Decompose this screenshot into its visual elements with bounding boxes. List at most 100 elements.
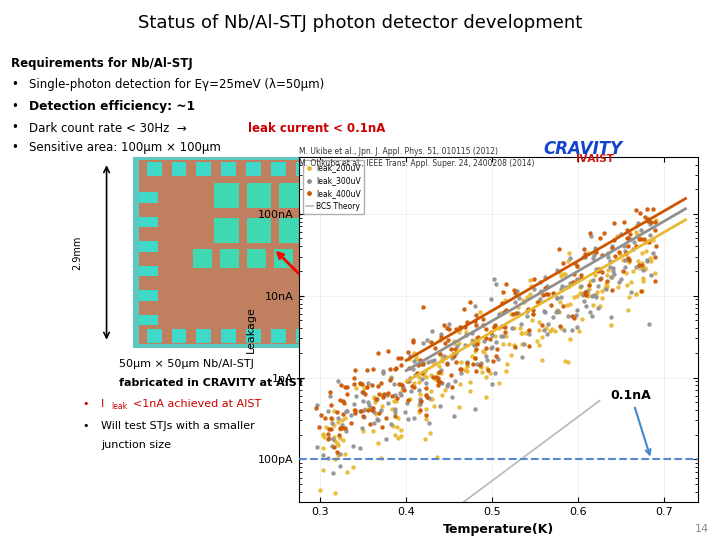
Point bbox=[342, 468, 354, 476]
Point bbox=[387, 392, 398, 400]
Point bbox=[490, 338, 502, 346]
Point bbox=[631, 289, 642, 298]
Point bbox=[428, 356, 439, 364]
Point bbox=[606, 244, 618, 253]
Point bbox=[374, 408, 385, 417]
Point bbox=[649, 218, 661, 226]
Point bbox=[447, 350, 459, 359]
Point bbox=[453, 339, 464, 348]
Point bbox=[364, 404, 376, 413]
Bar bbox=[221, 163, 236, 176]
Point bbox=[332, 414, 343, 423]
Point bbox=[413, 386, 424, 394]
Bar bbox=[246, 163, 261, 176]
Point bbox=[326, 419, 338, 428]
Point bbox=[651, 241, 662, 250]
Point bbox=[475, 359, 487, 367]
Point bbox=[610, 252, 621, 261]
Point bbox=[482, 366, 494, 375]
Point bbox=[590, 247, 601, 256]
Point bbox=[420, 405, 431, 414]
Point bbox=[553, 245, 564, 253]
Point bbox=[574, 282, 585, 291]
Point bbox=[459, 323, 470, 332]
Point bbox=[533, 318, 544, 327]
Point bbox=[451, 341, 463, 350]
Point bbox=[391, 423, 402, 431]
Point bbox=[649, 277, 661, 286]
Point bbox=[441, 352, 452, 361]
Text: fabricated in CRAVITY at AIST: fabricated in CRAVITY at AIST bbox=[119, 378, 305, 388]
Point bbox=[525, 282, 536, 291]
Point bbox=[480, 324, 491, 333]
Point bbox=[589, 291, 600, 299]
Point bbox=[372, 416, 383, 424]
Point bbox=[448, 336, 459, 345]
Point bbox=[515, 329, 526, 338]
Point bbox=[323, 424, 334, 433]
Point bbox=[332, 441, 343, 449]
Point bbox=[480, 343, 492, 352]
Point bbox=[368, 407, 379, 416]
Bar bbox=[370, 163, 385, 176]
Point bbox=[500, 296, 511, 305]
Point bbox=[589, 251, 600, 259]
Point bbox=[338, 410, 349, 418]
Point bbox=[586, 292, 598, 301]
Point bbox=[366, 380, 378, 389]
Point bbox=[357, 387, 369, 396]
Point bbox=[489, 321, 500, 330]
Point bbox=[606, 272, 617, 281]
Point bbox=[405, 387, 417, 395]
Point bbox=[414, 390, 426, 399]
Point bbox=[348, 406, 360, 414]
Point bbox=[634, 231, 645, 239]
Point bbox=[361, 366, 373, 375]
Point bbox=[387, 421, 399, 430]
Point bbox=[564, 278, 575, 287]
Point bbox=[446, 354, 458, 363]
Text: •: • bbox=[11, 122, 18, 134]
Point bbox=[639, 264, 650, 272]
Point bbox=[561, 301, 572, 309]
Point bbox=[518, 298, 529, 306]
Point bbox=[341, 382, 353, 391]
Point bbox=[418, 302, 429, 311]
Point bbox=[615, 275, 626, 284]
Point bbox=[525, 289, 536, 298]
Bar bbox=[147, 163, 161, 176]
Point bbox=[624, 230, 636, 238]
Point bbox=[368, 394, 379, 402]
Point bbox=[495, 309, 507, 318]
Point bbox=[514, 324, 526, 333]
Point bbox=[539, 284, 550, 293]
Point bbox=[491, 345, 503, 354]
Point bbox=[436, 333, 447, 341]
Point bbox=[541, 283, 553, 292]
Point bbox=[423, 419, 434, 428]
Point bbox=[336, 416, 348, 424]
Point bbox=[428, 360, 440, 368]
Point bbox=[444, 320, 455, 328]
Point bbox=[414, 356, 426, 364]
Point bbox=[371, 415, 382, 423]
Point bbox=[613, 283, 624, 292]
Point bbox=[606, 286, 618, 294]
Point bbox=[385, 374, 397, 382]
Point bbox=[642, 217, 654, 226]
Bar bbox=[379, 315, 398, 325]
Point bbox=[414, 400, 426, 408]
Point bbox=[527, 306, 539, 314]
Point bbox=[356, 388, 367, 396]
Point bbox=[641, 256, 652, 265]
Point bbox=[395, 426, 407, 434]
Bar bbox=[271, 329, 286, 342]
Point bbox=[400, 408, 411, 417]
Point bbox=[320, 414, 331, 423]
Point bbox=[456, 368, 467, 377]
Point bbox=[432, 374, 444, 383]
Point bbox=[466, 352, 477, 361]
Point bbox=[587, 312, 598, 320]
Point bbox=[571, 276, 582, 285]
Bar bbox=[197, 329, 211, 342]
